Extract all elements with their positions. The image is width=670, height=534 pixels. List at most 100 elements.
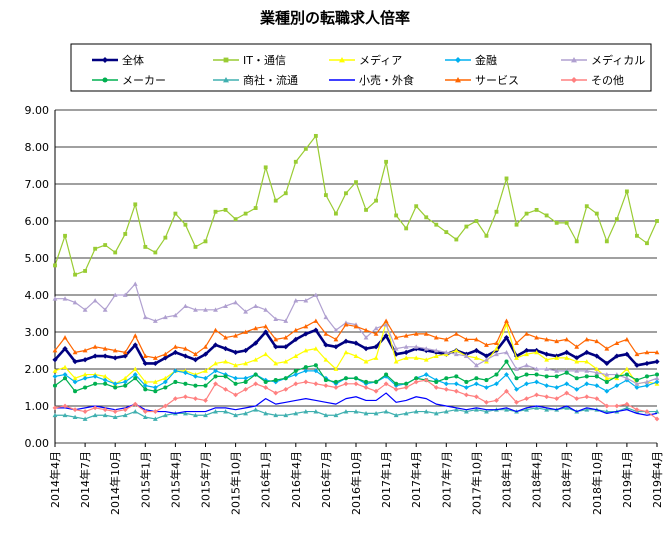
- data-point: [574, 359, 580, 364]
- data-point: [72, 359, 78, 365]
- data-point: [343, 349, 349, 355]
- data-point: [183, 222, 188, 227]
- data-point: [655, 219, 659, 223]
- data-point: [413, 409, 419, 414]
- data-point: [52, 405, 58, 411]
- data-point: [494, 351, 499, 357]
- data-point: [524, 351, 529, 357]
- data-point: [233, 381, 238, 386]
- data-point: [363, 346, 369, 352]
- data-point: [233, 333, 238, 338]
- series-8: [52, 318, 660, 360]
- data-point: [142, 383, 148, 389]
- x-tick-label: 2015年4月: [168, 451, 182, 508]
- data-point: [323, 331, 329, 336]
- data-point: [434, 222, 439, 227]
- data-point: [474, 407, 479, 412]
- data-point: [383, 333, 389, 339]
- data-point: [544, 394, 550, 400]
- data-point: [72, 379, 78, 385]
- data-point: [323, 383, 329, 389]
- data-point: [644, 383, 650, 389]
- data-point: [433, 411, 439, 416]
- data-point: [303, 409, 309, 414]
- data-point: [213, 209, 218, 214]
- data-point: [414, 204, 419, 209]
- chart-title: 業種別の転職求人倍率: [259, 9, 410, 27]
- data-point: [293, 327, 299, 333]
- data-point: [393, 412, 399, 418]
- data-point: [584, 204, 589, 209]
- data-point: [132, 281, 138, 286]
- data-point: [584, 381, 590, 387]
- data-point: [243, 347, 249, 354]
- data-point: [333, 366, 339, 371]
- data-point: [654, 416, 660, 422]
- data-point: [455, 77, 461, 83]
- data-point: [72, 375, 78, 381]
- data-point: [383, 318, 389, 323]
- data-point: [414, 376, 419, 381]
- data-point: [454, 374, 459, 379]
- data-point: [62, 296, 68, 301]
- data-point: [423, 377, 429, 383]
- data-point: [393, 346, 399, 351]
- data-point: [183, 346, 188, 351]
- data-point: [624, 405, 630, 410]
- data-point: [93, 381, 98, 386]
- data-point: [253, 340, 259, 346]
- data-point: [82, 416, 88, 421]
- x-tick-label: 2017年4月: [409, 451, 423, 508]
- x-tick-label: 2015年1月: [138, 451, 152, 508]
- data-point: [203, 239, 208, 244]
- data-point: [73, 272, 77, 277]
- legend-label: その他: [591, 74, 624, 87]
- data-point: [584, 374, 589, 379]
- legend-label: メディカル: [591, 53, 645, 67]
- data-point: [132, 342, 138, 348]
- y-axis: 0.00 1.00 2.00 3.00 4.00 5.00 6.00 7.00 8.00 9.00: [25, 104, 50, 450]
- data-point: [233, 375, 238, 381]
- data-point: [433, 385, 439, 390]
- y-tick-label: 8.00: [25, 141, 50, 154]
- data-point: [92, 344, 98, 349]
- data-point: [654, 375, 660, 381]
- data-point: [122, 375, 128, 381]
- data-point: [112, 381, 118, 387]
- data-point: [102, 377, 108, 383]
- data-point: [463, 409, 469, 414]
- data-point: [343, 381, 349, 387]
- data-point: [474, 376, 479, 381]
- y-tick-label: 5.00: [25, 252, 50, 265]
- data-point: [102, 407, 108, 413]
- data-point: [343, 322, 349, 327]
- data-point: [604, 403, 610, 409]
- data-point: [504, 372, 509, 377]
- data-point: [102, 374, 108, 379]
- data-point: [313, 318, 319, 323]
- legend-label: サービス: [475, 74, 519, 87]
- data-point: [193, 396, 198, 401]
- data-point: [384, 372, 389, 377]
- data-point: [293, 298, 299, 303]
- data-point: [453, 407, 459, 412]
- data-point: [393, 351, 399, 357]
- data-point: [453, 351, 459, 357]
- data-point: [52, 374, 58, 379]
- data-point: [153, 250, 158, 255]
- data-point: [233, 349, 239, 355]
- data-point: [203, 383, 208, 388]
- data-point: [524, 362, 529, 368]
- data-point: [584, 349, 590, 355]
- data-point: [564, 405, 570, 410]
- data-point: [474, 394, 479, 400]
- legend-label: メディア: [359, 53, 402, 67]
- data-point: [524, 381, 529, 387]
- data-point: [103, 381, 108, 386]
- data-point: [384, 159, 389, 164]
- data-point: [263, 351, 269, 357]
- data-point: [132, 401, 138, 407]
- data-point: [554, 385, 560, 390]
- data-point: [453, 381, 459, 387]
- data-point: [243, 361, 249, 366]
